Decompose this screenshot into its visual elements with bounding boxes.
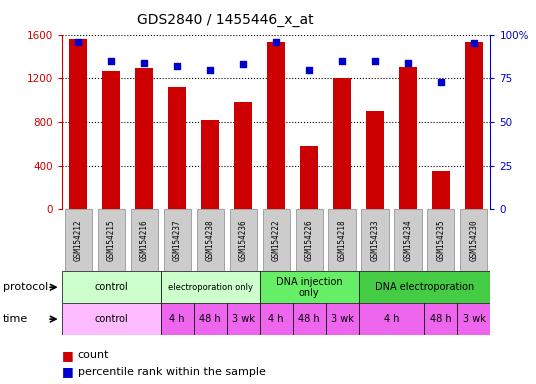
FancyBboxPatch shape bbox=[425, 303, 457, 335]
Text: time: time bbox=[3, 314, 28, 324]
Point bbox=[437, 79, 445, 85]
Point bbox=[371, 58, 379, 64]
Text: GSM154230: GSM154230 bbox=[470, 219, 479, 261]
Text: count: count bbox=[78, 350, 109, 360]
FancyBboxPatch shape bbox=[457, 303, 490, 335]
Point bbox=[206, 66, 214, 73]
Text: 4 h: 4 h bbox=[269, 314, 284, 324]
Text: DNA electroporation: DNA electroporation bbox=[375, 282, 474, 293]
FancyBboxPatch shape bbox=[65, 209, 92, 271]
Point bbox=[173, 63, 181, 69]
Bar bbox=[168, 87, 186, 209]
Bar bbox=[399, 67, 417, 209]
FancyBboxPatch shape bbox=[62, 271, 161, 303]
Bar bbox=[465, 42, 483, 209]
FancyBboxPatch shape bbox=[259, 271, 359, 303]
Text: 4 h: 4 h bbox=[169, 314, 185, 324]
Text: 3 wk: 3 wk bbox=[331, 314, 353, 324]
Text: electroporation only: electroporation only bbox=[168, 283, 252, 292]
Point bbox=[272, 38, 280, 45]
Point bbox=[470, 40, 478, 46]
Text: control: control bbox=[94, 314, 128, 324]
Text: 48 h: 48 h bbox=[298, 314, 320, 324]
Text: 48 h: 48 h bbox=[199, 314, 221, 324]
Text: percentile rank within the sample: percentile rank within the sample bbox=[78, 367, 266, 377]
Text: GDS2840 / 1455446_x_at: GDS2840 / 1455446_x_at bbox=[137, 13, 314, 27]
Text: GSM154222: GSM154222 bbox=[272, 219, 280, 261]
FancyBboxPatch shape bbox=[295, 209, 323, 271]
Point bbox=[140, 60, 148, 66]
Text: 3 wk: 3 wk bbox=[463, 314, 486, 324]
Bar bbox=[366, 111, 384, 209]
Point bbox=[239, 61, 247, 67]
Point bbox=[404, 60, 412, 66]
FancyBboxPatch shape bbox=[361, 209, 389, 271]
FancyBboxPatch shape bbox=[62, 303, 161, 335]
Bar bbox=[300, 146, 318, 209]
Text: GSM154238: GSM154238 bbox=[206, 219, 214, 261]
Text: 3 wk: 3 wk bbox=[232, 314, 255, 324]
FancyBboxPatch shape bbox=[359, 303, 425, 335]
FancyBboxPatch shape bbox=[259, 303, 293, 335]
Text: 48 h: 48 h bbox=[430, 314, 452, 324]
Text: GSM154215: GSM154215 bbox=[107, 219, 116, 261]
Text: GSM154216: GSM154216 bbox=[139, 219, 148, 261]
Text: GSM154235: GSM154235 bbox=[436, 219, 445, 261]
FancyBboxPatch shape bbox=[193, 303, 227, 335]
FancyBboxPatch shape bbox=[263, 209, 289, 271]
FancyBboxPatch shape bbox=[359, 271, 490, 303]
Text: control: control bbox=[94, 282, 128, 293]
Bar bbox=[267, 42, 285, 209]
Text: GSM154226: GSM154226 bbox=[304, 219, 314, 261]
Point bbox=[107, 58, 115, 64]
FancyBboxPatch shape bbox=[131, 209, 158, 271]
Text: 4 h: 4 h bbox=[384, 314, 399, 324]
Text: protocol: protocol bbox=[3, 282, 48, 292]
Text: GSM154234: GSM154234 bbox=[404, 219, 413, 261]
Bar bbox=[102, 71, 120, 209]
Text: GSM154233: GSM154233 bbox=[370, 219, 379, 261]
FancyBboxPatch shape bbox=[163, 209, 191, 271]
Bar bbox=[135, 68, 153, 209]
Point bbox=[74, 38, 83, 45]
FancyBboxPatch shape bbox=[227, 303, 259, 335]
FancyBboxPatch shape bbox=[161, 271, 259, 303]
FancyBboxPatch shape bbox=[394, 209, 421, 271]
Text: GSM154236: GSM154236 bbox=[239, 219, 248, 261]
FancyBboxPatch shape bbox=[329, 209, 355, 271]
FancyBboxPatch shape bbox=[98, 209, 125, 271]
FancyBboxPatch shape bbox=[427, 209, 455, 271]
FancyBboxPatch shape bbox=[460, 209, 487, 271]
FancyBboxPatch shape bbox=[325, 303, 359, 335]
Text: GSM154212: GSM154212 bbox=[73, 219, 83, 261]
FancyBboxPatch shape bbox=[161, 303, 193, 335]
Bar bbox=[69, 39, 87, 209]
FancyBboxPatch shape bbox=[229, 209, 257, 271]
Text: GSM154218: GSM154218 bbox=[338, 219, 346, 261]
Text: ■: ■ bbox=[62, 365, 73, 378]
Bar bbox=[432, 171, 450, 209]
Bar bbox=[333, 78, 351, 209]
Point bbox=[338, 58, 346, 64]
Bar bbox=[234, 102, 252, 209]
Bar bbox=[201, 120, 219, 209]
FancyBboxPatch shape bbox=[293, 303, 325, 335]
Text: DNA injection
only: DNA injection only bbox=[276, 276, 343, 298]
Text: GSM154237: GSM154237 bbox=[173, 219, 182, 261]
Text: ■: ■ bbox=[62, 349, 73, 362]
FancyBboxPatch shape bbox=[197, 209, 224, 271]
Point bbox=[305, 66, 314, 73]
